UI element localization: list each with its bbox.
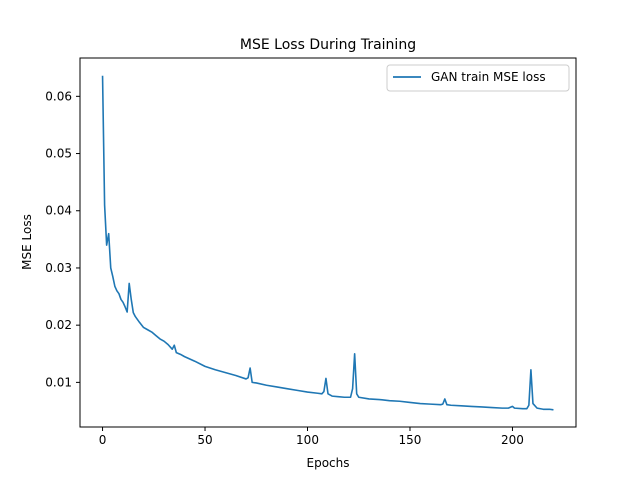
y-axis: 0.01 0.02 0.03 0.04 0.05 0.06 — [45, 89, 80, 389]
y-tick-label: 0.05 — [45, 147, 72, 161]
x-tick-label: 0 — [99, 433, 107, 447]
x-axis-label: Epochs — [307, 456, 350, 470]
y-tick-label: 0.03 — [45, 261, 72, 275]
x-tick-label: 100 — [296, 433, 319, 447]
x-tick-label: 150 — [399, 433, 422, 447]
y-tick-label: 0.04 — [45, 204, 72, 218]
y-tick-label: 0.02 — [45, 318, 72, 332]
y-axis-label: MSE Loss — [20, 214, 34, 270]
y-tick-label: 0.01 — [45, 375, 72, 389]
series-line — [101, 75, 554, 411]
legend: GAN train MSE loss — [386, 64, 570, 92]
x-tick-label: 50 — [197, 433, 212, 447]
plot-area — [79, 57, 577, 428]
x-axis: 0 50 100 150 200 — [99, 427, 524, 447]
legend-box — [386, 64, 570, 92]
series-layer — [101, 75, 554, 411]
legend-label: GAN train MSE loss — [431, 70, 546, 84]
x-tick-label: 200 — [501, 433, 524, 447]
chart-title: MSE Loss During Training — [240, 37, 416, 53]
plot-frame — [79, 57, 577, 428]
y-tick-label: 0.06 — [45, 89, 72, 103]
